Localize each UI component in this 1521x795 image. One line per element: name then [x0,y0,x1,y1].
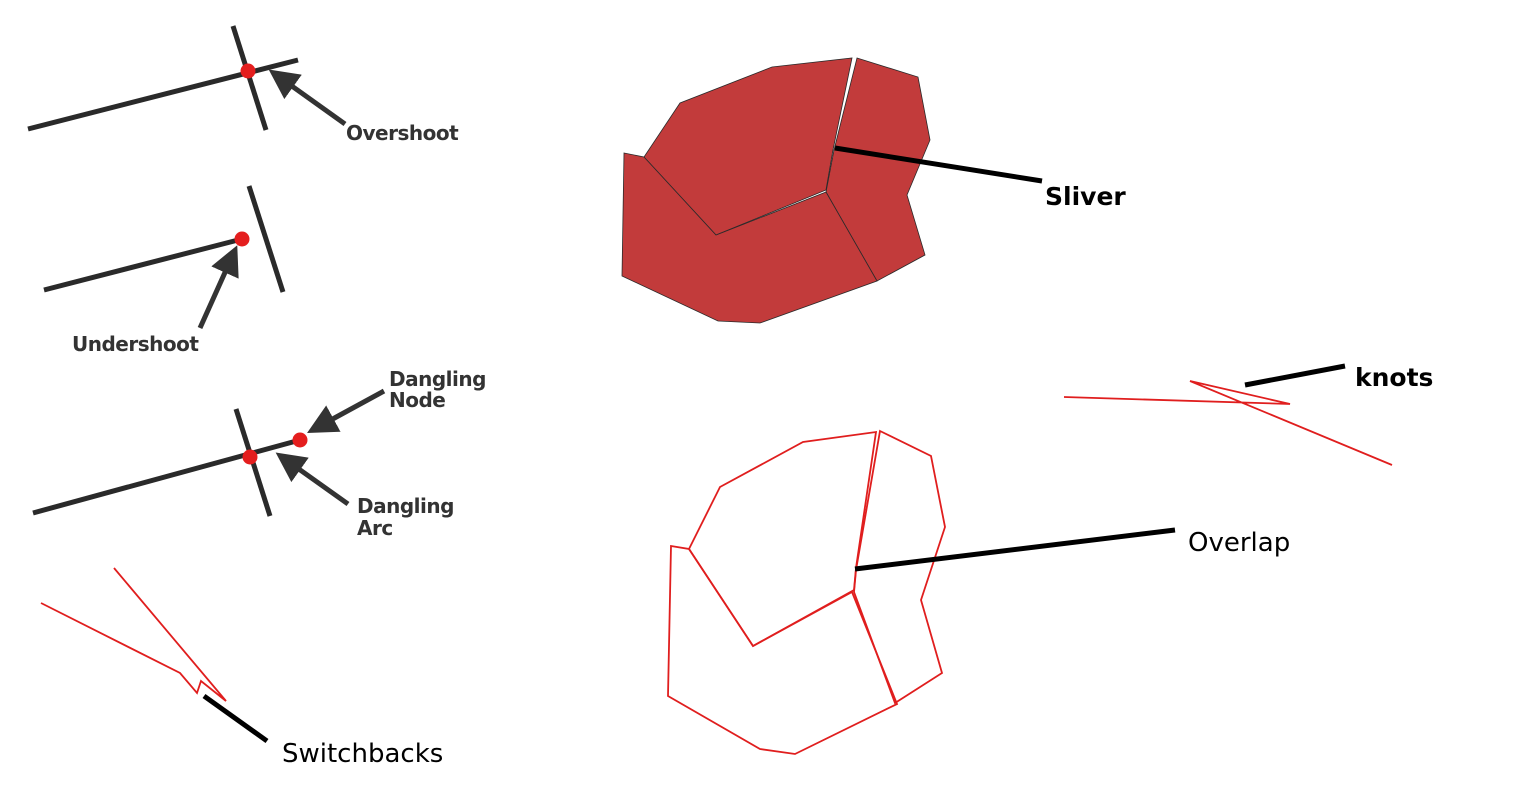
overlap-label: Overlap [1188,528,1290,558]
overshoot-example: Overshoot [27,25,460,145]
switchback-line [40,567,227,702]
dangling-node-arrow [307,388,386,433]
overlap-polygon-bottom [667,544,899,755]
undershoot-label: Undershoot [72,332,199,356]
undershoot-main-line [43,236,243,293]
dangling-example: Dangling Node Dangling Arc [32,367,486,540]
overshoot-label: Overshoot [346,121,459,145]
dangling-node-label-line2: Node [389,388,445,412]
undershoot-node [234,231,250,247]
dangling-intersection-node [242,449,258,465]
sliver-leader [834,145,1043,184]
switchbacks-label: Switchbacks [282,739,443,769]
dangling-arc-label-line1: Dangling [357,494,454,518]
sliver-polygon-right [825,57,931,282]
undershoot-target-line [246,185,286,293]
knots-example: knots [1063,363,1433,466]
knots-leader [1244,363,1346,388]
sliver-polygon-bottom [621,152,878,324]
overshoot-arrow [268,69,347,127]
undershoot-arrow [197,245,239,330]
undershoot-example: Undershoot [43,185,286,356]
overlap-polygon-top [687,430,878,648]
overlap-example: Overlap [667,429,1290,755]
switchbacks-leader [202,693,269,744]
sliver-example: Sliver [621,57,1126,324]
dangling-node-label-line1: Dangling [389,367,486,391]
overshoot-main-line [27,57,299,132]
dangling-arc-label-line2: Arc [357,516,393,540]
knot-line [1063,380,1393,466]
overshoot-node [240,63,256,79]
knots-label: knots [1355,363,1433,392]
sliver-label: Sliver [1045,182,1126,211]
dangling-end-node [292,432,308,448]
overlap-leader [854,527,1176,572]
overlap-polygon-right [853,429,946,705]
dangling-arc-arrow [275,452,350,507]
switchbacks-example: Switchbacks [40,567,443,769]
